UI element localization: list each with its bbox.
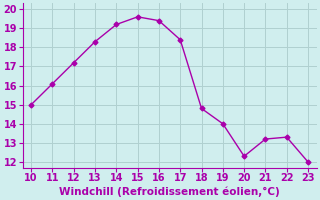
X-axis label: Windchill (Refroidissement éolien,°C): Windchill (Refroidissement éolien,°C) (59, 186, 280, 197)
